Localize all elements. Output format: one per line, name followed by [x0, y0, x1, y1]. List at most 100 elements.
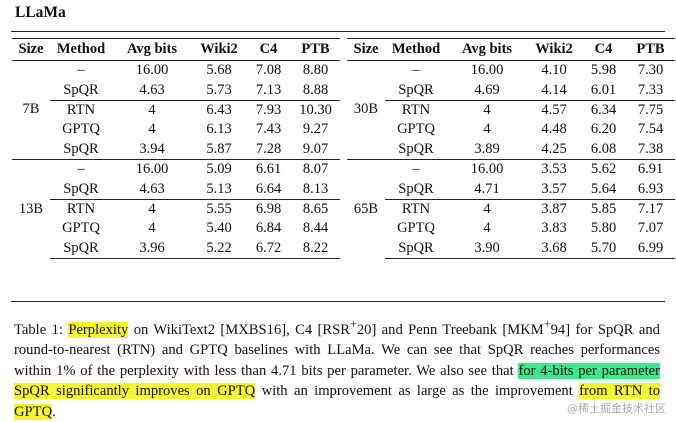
- avg-bits-cell: 3.94: [139, 140, 165, 157]
- method-cell: SpQR: [63, 81, 99, 98]
- c4-cell: 6.61: [246, 158, 291, 180]
- method-cell: –: [385, 158, 447, 180]
- method-cell: –: [77, 62, 85, 79]
- c4-cell: 5.80: [590, 220, 617, 237]
- c4-cell: 6.98: [246, 198, 291, 220]
- ptb-cell: 8.65: [291, 198, 340, 220]
- ptb-cell: 7.30: [637, 62, 664, 79]
- ptb-cell: 8.88: [302, 81, 329, 98]
- avg-bits-cell: 4: [112, 99, 192, 121]
- wiki2-cell: 6.13: [206, 121, 232, 138]
- col-size: Size: [347, 38, 385, 61]
- avg-bits-cell: 3.96: [112, 238, 192, 259]
- method-cell: GPTQ: [397, 121, 435, 138]
- avg-bits-cell: 16.00: [135, 62, 169, 79]
- c4-cell: 6.34: [581, 99, 626, 121]
- table-row: 7B – 16.00 5.68 7.08 8.80: [12, 61, 340, 117]
- ptb-cell: 6.93: [637, 180, 664, 197]
- size-cell: 7B: [22, 101, 40, 118]
- method-cell: SpQR: [398, 81, 434, 98]
- wiki2-cell: 3.68: [527, 238, 581, 259]
- wiki2-cell: 5.73: [206, 81, 232, 98]
- method-cell: RTN: [385, 198, 447, 220]
- wiki2-cell: 5.40: [206, 220, 232, 237]
- caption-sup: +: [543, 317, 551, 331]
- table-row: SpQR 3.89 4.25 6.08 7.38: [347, 140, 675, 160]
- table-row: RTN 4 5.55 6.98 8.65: [12, 198, 340, 220]
- size-cell: 30B: [353, 101, 379, 118]
- c4-cell: 7.28: [255, 140, 282, 157]
- col-ptb: PTB: [626, 38, 675, 61]
- method-cell: RTN: [50, 198, 112, 220]
- avg-bits-cell: 4: [483, 121, 491, 138]
- c4-cell: 6.08: [590, 140, 617, 157]
- table-row: GPTQ 4 3.83 5.80 7.07: [347, 219, 675, 238]
- avg-bits-cell: 16.00: [112, 158, 192, 180]
- method-cell: SpQR: [398, 180, 434, 197]
- ptb-cell: 8.07: [291, 158, 340, 180]
- ptb-cell: 9.07: [302, 140, 329, 157]
- avg-bits-cell: 4.71: [474, 180, 500, 197]
- c4-cell: 6.84: [255, 220, 282, 237]
- avg-bits-cell: 16.00: [447, 158, 527, 180]
- wiki2-cell: 3.83: [541, 220, 567, 237]
- avg-bits-cell: 4.63: [139, 180, 165, 197]
- c4-cell: 5.85: [581, 198, 626, 220]
- wiki2-cell: 4.14: [541, 81, 567, 98]
- wiki2-cell: 5.55: [192, 198, 246, 220]
- col-wiki2: Wiki2: [527, 38, 581, 61]
- header-row: Size Method Avg bits Wiki2 C4 PTB: [347, 38, 675, 61]
- ptb-cell: 7.33: [637, 81, 664, 98]
- table-row: SpQR 4.69 4.14 6.01 7.33: [347, 80, 675, 100]
- ptb-cell: 10.30: [291, 99, 340, 121]
- table-row: RTN 4 3.87 5.85 7.17: [347, 198, 675, 220]
- table-row: 65B –16.00 3.53 5.62 6.91: [347, 158, 675, 259]
- c4-cell: 5.70: [581, 238, 626, 259]
- caption-sup: +: [349, 317, 357, 331]
- c4-cell: 7.08: [255, 62, 282, 79]
- table-row: SpQR 4.63 5.73 7.13 8.88: [12, 80, 340, 100]
- avg-bits-cell: 4.69: [474, 81, 500, 98]
- col-c4: C4: [581, 38, 626, 61]
- col-wiki2: Wiki2: [192, 38, 246, 61]
- ptb-cell: 7.17: [626, 198, 675, 220]
- col-method: Method: [50, 38, 112, 61]
- method-cell: RTN: [385, 99, 447, 121]
- right-table-body: 30B –16.00 4.10 5.98 7.30 SpQR 4.69 4.14 6.01 7.3…: [347, 61, 675, 259]
- c4-cell: 7.43: [255, 121, 282, 138]
- avg-bits-cell: 4: [447, 198, 527, 220]
- table-row: 30B – 16.00 4.10 5.98 7.30: [347, 61, 675, 117]
- caption-text: with an improvement as large as the impr…: [255, 383, 580, 400]
- c4-cell: 6.01: [590, 81, 617, 98]
- avg-bits-cell: 4: [148, 121, 156, 138]
- table-row: GPTQ 4 5.40 6.84 8.44: [12, 219, 340, 238]
- c4-cell: 7.93: [246, 99, 291, 121]
- avg-bits-cell: 4: [447, 99, 527, 121]
- wiki2-cell: 5.22: [192, 238, 246, 259]
- col-ptb: PTB: [291, 38, 340, 61]
- avg-bits-cell: 3.89: [474, 140, 500, 157]
- watermark: @稀土掘金技术社区: [567, 402, 666, 415]
- ptb-cell: 6.99: [626, 238, 675, 259]
- left-results-table: Size Method Avg bits Wiki2 C4 PTB 7B –16.…: [12, 38, 340, 259]
- wiki2-cell: 5.09: [192, 158, 246, 180]
- ptb-cell: 8.22: [291, 238, 340, 259]
- ptb-cell: 9.27: [302, 121, 329, 138]
- avg-bits-cell: 4.63: [139, 81, 165, 98]
- avg-bits-cell: 4: [483, 220, 491, 237]
- method-cell: –: [412, 62, 420, 79]
- wiki2-cell: 3.87: [527, 198, 581, 220]
- c4-cell: 5.64: [590, 180, 617, 197]
- caption-text: 94] for SpQR and round-to-nearest (RTN) …: [14, 321, 660, 379]
- caption-text: 20] and Penn Treebank [MKM: [356, 321, 544, 338]
- method-cell: SpQR: [50, 238, 112, 259]
- method-cell: SpQR: [63, 180, 99, 197]
- wiki2-cell: 3.57: [541, 180, 567, 197]
- ptb-cell: 6.91: [626, 158, 675, 180]
- method-cell: SpQR: [398, 140, 434, 157]
- table-row: GPTQ 4 6.13 7.43 9.27: [12, 120, 340, 139]
- col-method: Method: [385, 38, 447, 61]
- table-row: SpQR 3.96 5.22 6.72 8.22: [12, 238, 340, 259]
- caption-text: .: [52, 403, 56, 420]
- table-row: RTN 4 4.57 6.34 7.75: [347, 99, 675, 121]
